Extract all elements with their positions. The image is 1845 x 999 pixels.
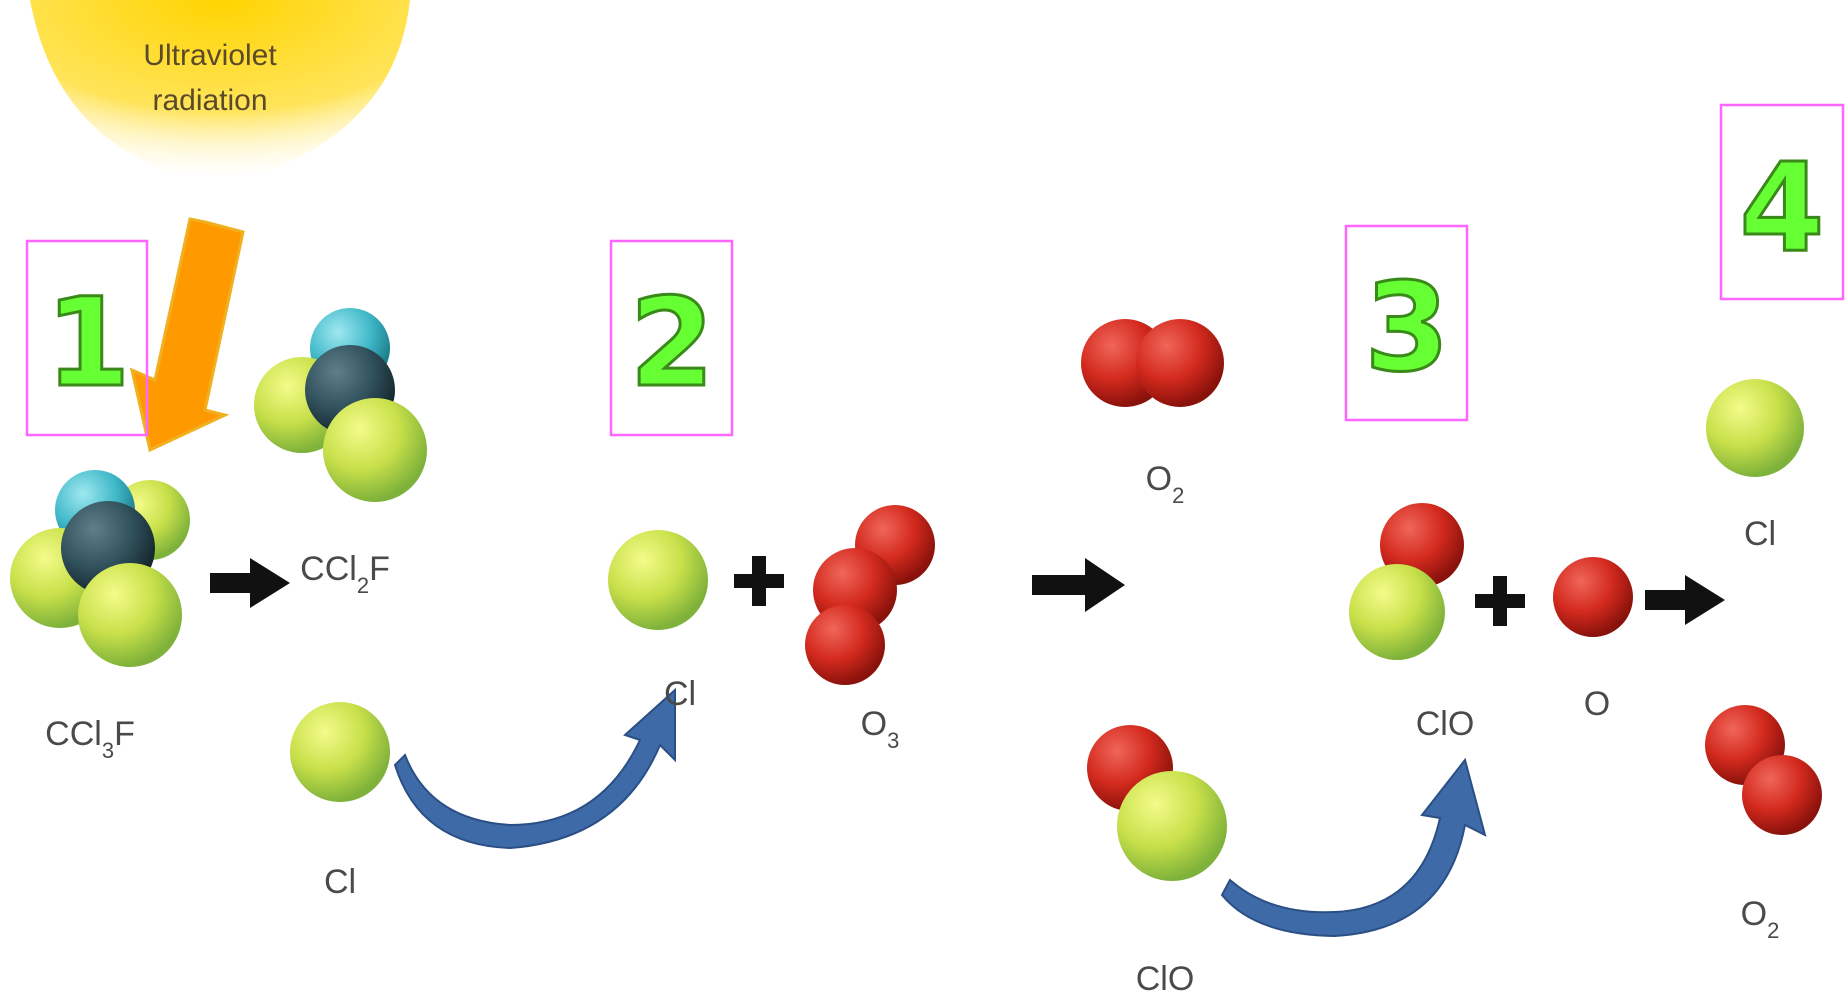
clo-molecule-product [1087, 725, 1227, 881]
o2-molecule-product [1081, 319, 1224, 407]
cl-final-label: Cl [1744, 515, 1776, 553]
step-4: 4 [1719, 103, 1845, 301]
step-3-number: 3 [1365, 257, 1450, 399]
chlorine-atom-released [290, 702, 390, 802]
step-2-number: 2 [630, 272, 715, 414]
step-1-number: 1 [46, 272, 131, 414]
chlorine-atom [1349, 564, 1445, 660]
reaction-arrow-1 [210, 558, 290, 608]
ozone-molecule [805, 505, 935, 685]
o2-final-label: O2 [1741, 895, 1780, 943]
step-3-box [1344, 224, 1469, 422]
cycle-arrow-1 [393, 687, 676, 850]
uv-arrow [129, 217, 245, 453]
oxygen-atom-reactant [1553, 557, 1633, 637]
chlorine-atom [1117, 771, 1227, 881]
ccl2f-molecule [254, 308, 427, 502]
plus-sign-2 [1475, 576, 1525, 626]
o-atom-label: O [1584, 685, 1610, 723]
step-4-box [1719, 103, 1845, 301]
uv-source: Ultraviolet radiation [30, 0, 410, 185]
reaction-arrow-3 [1645, 575, 1725, 625]
cl-released-label: Cl [324, 863, 356, 901]
oxygen-atom [1136, 319, 1224, 407]
uv-label-line1: Ultraviolet [143, 39, 277, 72]
cl-reactant-label: Cl [664, 675, 696, 713]
step-3: 3 [1344, 224, 1469, 422]
o2-molecule-final [1705, 705, 1822, 835]
o3-label: O3 [861, 705, 900, 753]
step-4-number: 4 [1740, 137, 1825, 279]
step-2: 2 [609, 239, 734, 437]
step-2-box [609, 239, 734, 437]
ccl3f-label: CCl3F [45, 715, 135, 763]
chlorine-atom-reactant [608, 530, 708, 630]
uv-label-line2: radiation [152, 84, 267, 117]
reaction-arrow-2 [1032, 558, 1125, 612]
plus-sign-1 [734, 556, 784, 606]
clo-product-label: ClO [1136, 960, 1195, 998]
oxygen-atom [1742, 755, 1822, 835]
ccl2f-label: CCl2F [300, 550, 390, 598]
o2-product-label: O2 [1146, 460, 1185, 508]
ccl3f-molecule [10, 470, 190, 667]
step-1: 1 [25, 239, 149, 437]
clo-reactant-label: ClO [1416, 705, 1475, 743]
step-1-box [25, 239, 149, 437]
uv-glow [30, 0, 410, 185]
chlorine-atom [78, 563, 182, 667]
cycle-arrow-2 [1220, 757, 1487, 938]
chlorine-atom [323, 398, 427, 502]
chlorine-atom-final [1706, 379, 1804, 477]
oxygen-atom [805, 605, 885, 685]
clo-molecule-reactant [1349, 503, 1464, 660]
